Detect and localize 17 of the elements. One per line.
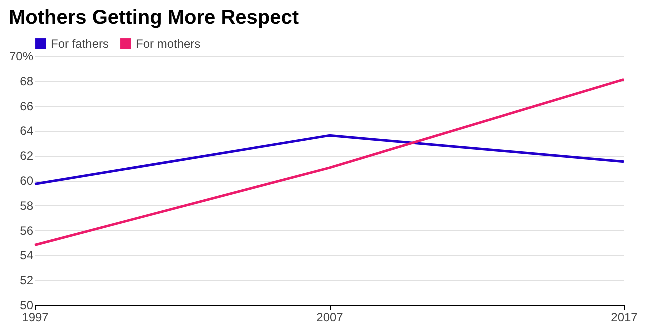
chart-title: Mothers Getting More Respect: [8, 7, 300, 29]
x-tick-label: 1997: [22, 310, 50, 324]
y-tick-label: 60: [20, 174, 34, 188]
legend-label: For mothers: [136, 37, 201, 51]
y-tick-label: 50: [20, 298, 34, 312]
y-tick-label: 54: [20, 248, 34, 263]
legend-label: For fathers: [51, 37, 110, 51]
y-tick-label: 58: [20, 198, 34, 213]
x-tick-label: 2007: [316, 310, 344, 324]
y-tick-label: 68: [20, 74, 34, 88]
y-tick-label: 56: [20, 224, 34, 238]
y-tick-label: 70%: [9, 50, 34, 64]
x-tick-label: 2017: [611, 310, 638, 324]
y-tick-label: 66: [20, 99, 34, 114]
y-tick-label: 52: [20, 274, 34, 288]
y-tick-label: 64: [20, 124, 34, 138]
y-tick-label: 62: [20, 149, 34, 164]
